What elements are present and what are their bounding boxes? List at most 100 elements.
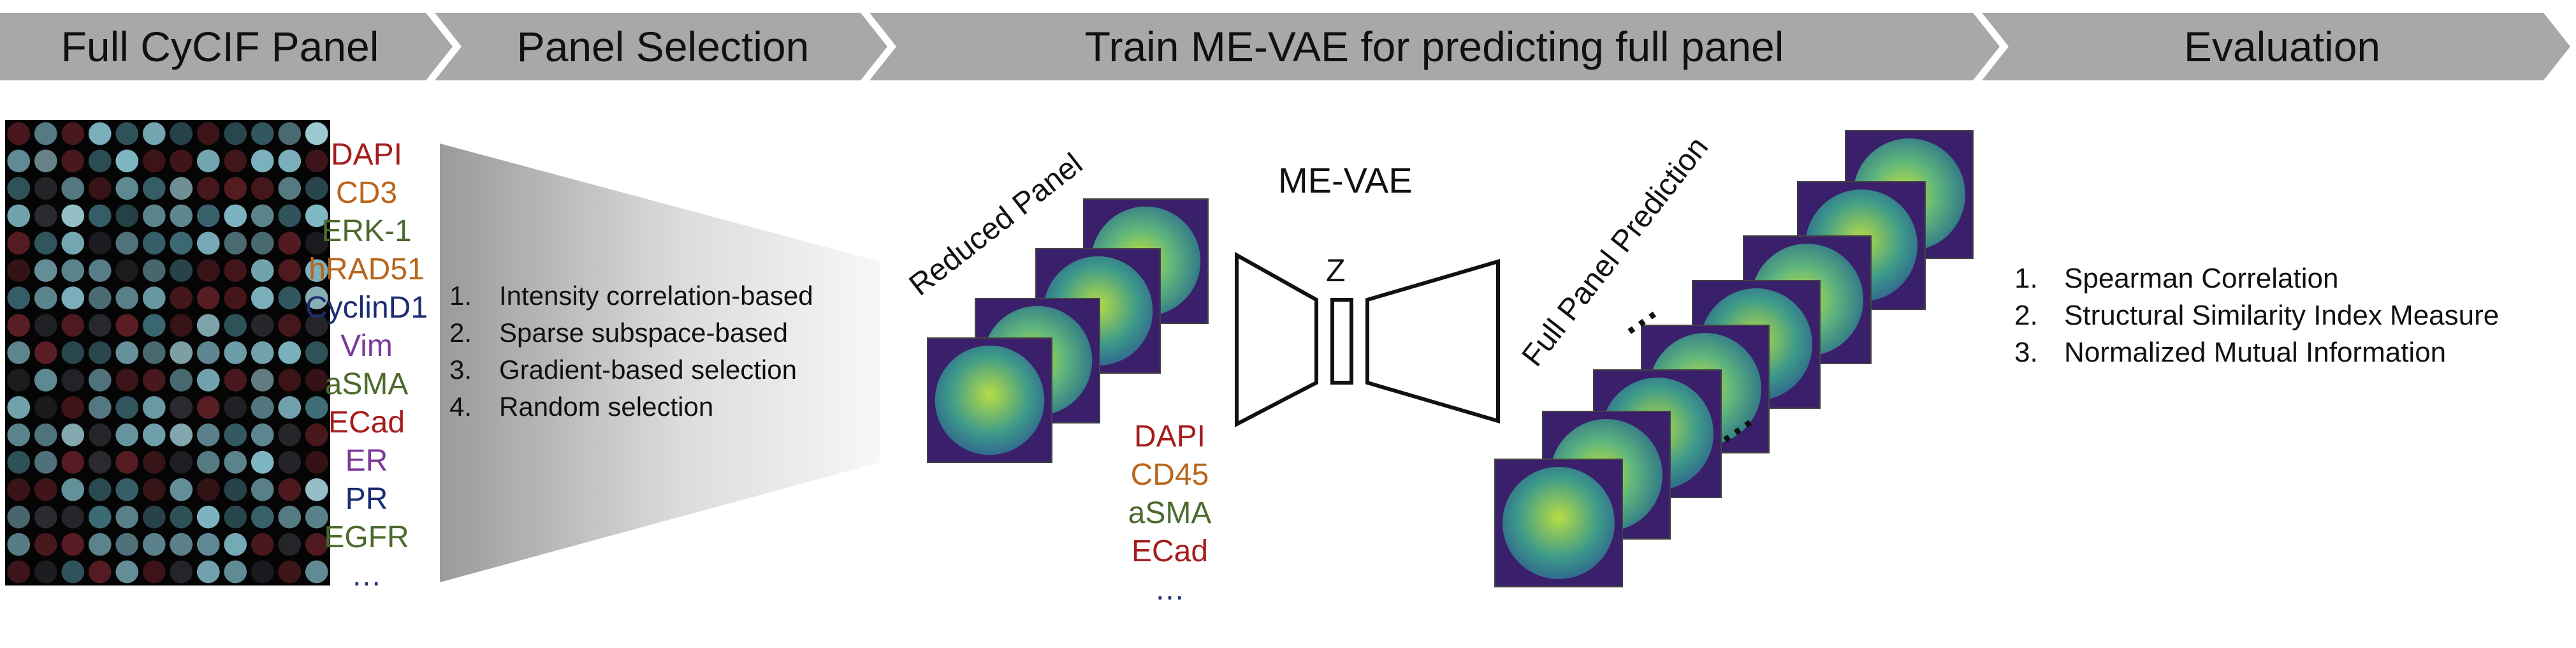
tma-core <box>88 232 112 255</box>
tma-core <box>278 232 302 255</box>
tma-core <box>170 259 193 283</box>
tma-core <box>170 149 193 173</box>
tma-core <box>34 533 57 556</box>
tma-core <box>170 478 193 501</box>
tma-core <box>88 423 112 446</box>
tma-core <box>170 533 193 556</box>
tma-core <box>7 122 31 145</box>
list-item-label: Normalized Mutual Information <box>2064 337 2447 368</box>
tma-core <box>7 560 31 584</box>
tma-core <box>224 560 247 584</box>
tma-core <box>88 478 112 501</box>
cycif-tma-image <box>5 120 330 585</box>
tma-core <box>115 505 139 529</box>
tma-core <box>115 396 139 419</box>
banner-step-1 <box>0 13 453 80</box>
tma-core <box>115 177 139 200</box>
tma-core <box>305 560 328 584</box>
tma-core <box>142 533 166 556</box>
tma-core <box>7 204 31 228</box>
tma-core <box>278 423 302 446</box>
tma-core <box>61 122 85 145</box>
tma-core <box>142 505 166 529</box>
tma-core <box>305 149 328 173</box>
full-panel-marker-list: DAPI CD3 ERK-1 hRAD51 CyclinD1 Vim aSMA ECad ER P… <box>300 136 433 595</box>
tma-core <box>305 533 328 556</box>
tma-core <box>115 423 139 446</box>
tma-core <box>88 560 112 584</box>
tma-core <box>61 478 85 501</box>
tma-core <box>170 560 193 584</box>
tma-core <box>115 450 139 474</box>
tma-core <box>142 423 166 446</box>
tma-core <box>224 259 247 283</box>
marker-label: Vim <box>340 329 393 363</box>
marker-label: DAPI <box>1133 420 1206 453</box>
tma-core <box>88 450 112 474</box>
tma-core <box>224 369 247 392</box>
tma-core <box>170 505 193 529</box>
tma-core <box>7 505 31 529</box>
tma-core <box>278 259 302 283</box>
tma-core <box>142 232 166 255</box>
tma-core <box>305 369 328 392</box>
tma-core <box>34 505 57 529</box>
marker-label: … <box>1154 573 1185 607</box>
tma-core <box>224 505 247 529</box>
tma-core <box>115 204 139 228</box>
marker-label: … <box>351 559 382 593</box>
tma-core <box>196 122 220 145</box>
list-item-label: Sparse subspace-based <box>499 318 788 348</box>
tma-core <box>7 232 31 255</box>
tma-core <box>251 369 274 392</box>
tma-core <box>142 286 166 309</box>
tma-core <box>88 177 112 200</box>
tma-core <box>61 396 85 419</box>
tma-core <box>61 232 85 255</box>
tma-core <box>34 560 57 584</box>
tma-core <box>251 149 274 173</box>
tma-core <box>196 396 220 419</box>
tma-core <box>88 259 112 283</box>
marker-label: hRAD51 <box>309 253 425 286</box>
tma-core <box>224 450 247 474</box>
tma-core <box>88 505 112 529</box>
evaluation-metrics: 1. Spearman Correlation 2. Structural Simil… <box>2014 260 2499 371</box>
tma-core <box>142 177 166 200</box>
tma-core <box>278 177 302 200</box>
tma-core <box>142 369 166 392</box>
tma-core <box>278 396 302 419</box>
tma-core <box>170 232 193 255</box>
tma-core <box>61 369 85 392</box>
tma-core <box>142 450 166 474</box>
tma-core <box>305 450 328 474</box>
tma-core <box>115 286 139 309</box>
tma-core <box>305 177 328 200</box>
tma-core <box>115 341 139 364</box>
tma-core <box>115 259 139 283</box>
model-label: ME-VAE <box>1278 160 1413 200</box>
tma-core <box>305 341 328 364</box>
tma-core <box>7 314 31 337</box>
tma-core <box>61 314 85 337</box>
tma-core <box>278 478 302 501</box>
tma-core <box>142 396 166 419</box>
tma-core <box>170 204 193 228</box>
list-item: 4. Random selection <box>449 388 813 425</box>
marker-label: DAPI <box>330 138 403 172</box>
tma-core <box>278 149 302 173</box>
tma-core <box>34 396 57 419</box>
tma-core <box>115 560 139 584</box>
tma-core <box>142 560 166 584</box>
tma-core <box>224 204 247 228</box>
list-item: 1. Spearman Correlation <box>2014 260 2499 297</box>
tma-core <box>278 450 302 474</box>
tma-core <box>196 314 220 337</box>
tma-core <box>305 204 328 228</box>
tma-core <box>34 314 57 337</box>
tma-core <box>224 478 247 501</box>
tma-core <box>224 341 247 364</box>
tma-core <box>251 341 274 364</box>
tma-core <box>7 341 31 364</box>
